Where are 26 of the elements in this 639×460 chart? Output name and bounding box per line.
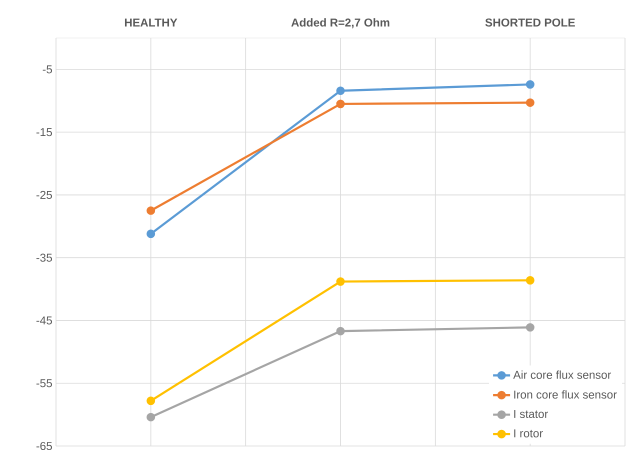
point xyxy=(146,206,156,215)
y-tick-label: -55 xyxy=(36,379,52,388)
legend-label: Iron core flux sensor xyxy=(514,390,617,399)
point xyxy=(146,412,156,422)
point xyxy=(146,396,156,406)
legend-label: I stator xyxy=(514,410,548,418)
y-tick-label: -25 xyxy=(36,190,52,199)
y-tick-label: -35 xyxy=(36,254,52,262)
point xyxy=(526,98,534,107)
point xyxy=(526,276,534,285)
legend-label: I rotor xyxy=(514,429,543,438)
point xyxy=(336,86,345,96)
x-tick-label: Added R=2,7 Ohm xyxy=(291,18,390,28)
point xyxy=(336,100,345,108)
y-tick-label: -65 xyxy=(36,442,52,450)
x-tick-label: HEALTHY xyxy=(124,18,178,26)
y-tick-label: -45 xyxy=(36,316,52,324)
x-tick-label: SHORTED POLE xyxy=(485,18,575,27)
point xyxy=(336,277,345,286)
point xyxy=(146,230,156,238)
y-tick-label: -5 xyxy=(42,65,52,74)
legend-label: Air core flux sensor xyxy=(513,370,612,379)
point xyxy=(336,326,345,336)
y-tick-label: -15 xyxy=(36,128,52,136)
point xyxy=(526,323,534,332)
point xyxy=(526,80,534,89)
